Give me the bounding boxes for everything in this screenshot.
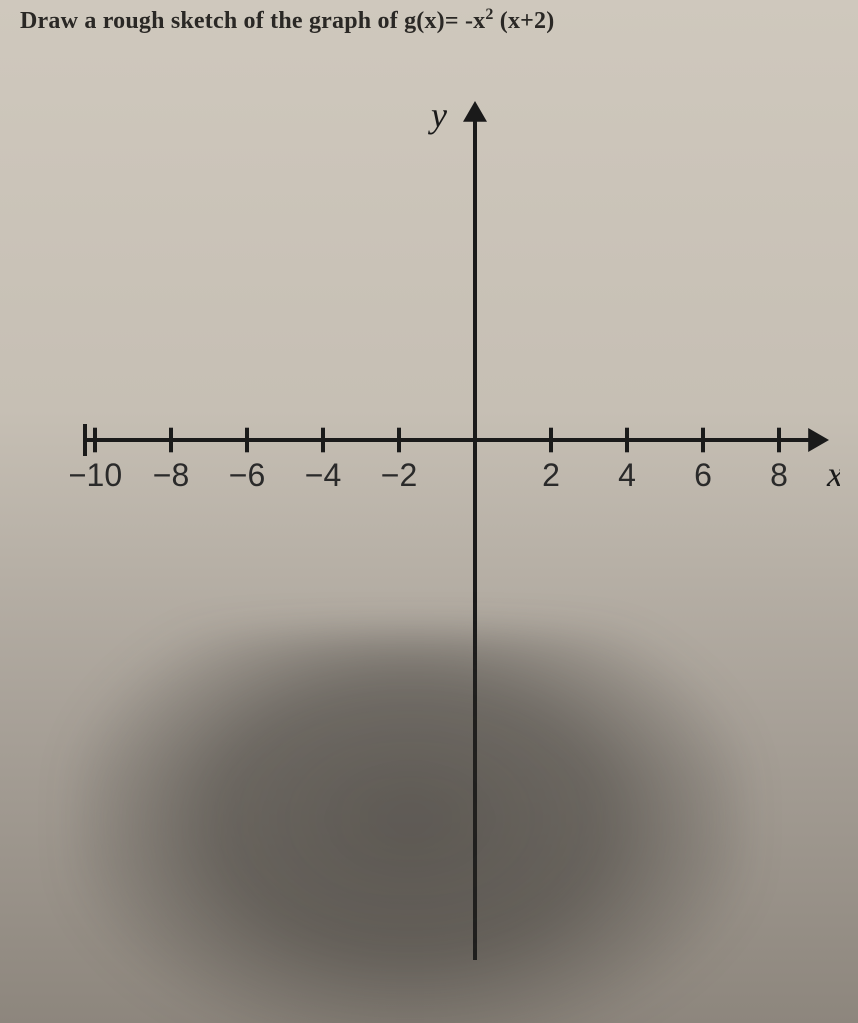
worksheet-page: Draw a rough sketch of the graph of g(x)… [0,0,858,1023]
x-tick-label: −6 [229,457,265,493]
x-axis-label: x [826,454,840,494]
x-tick-label: −8 [153,457,189,493]
prompt-prefix: Draw a rough sketch of the graph of g(x)… [20,8,485,34]
x-tick-label: −2 [381,457,417,493]
axes-svg: −10 −8 −6 −4 −2 2 4 6 8 y x [70,90,840,970]
y-axis-label: y [428,95,447,135]
x-tick-label: −4 [305,457,341,493]
x-tick-label: −10 [70,457,122,493]
prompt-exponent: 2 [485,6,493,23]
x-tick-label: 4 [618,457,636,493]
x-tick-label: 8 [770,457,788,493]
x-tick-label: 2 [542,457,560,493]
prompt-suffix: (x+2) [494,8,555,34]
problem-prompt: Draw a rough sketch of the graph of g(x)… [20,6,554,35]
x-tick-label: 6 [694,457,712,493]
coordinate-plane: −10 −8 −6 −4 −2 2 4 6 8 y x [70,90,840,970]
